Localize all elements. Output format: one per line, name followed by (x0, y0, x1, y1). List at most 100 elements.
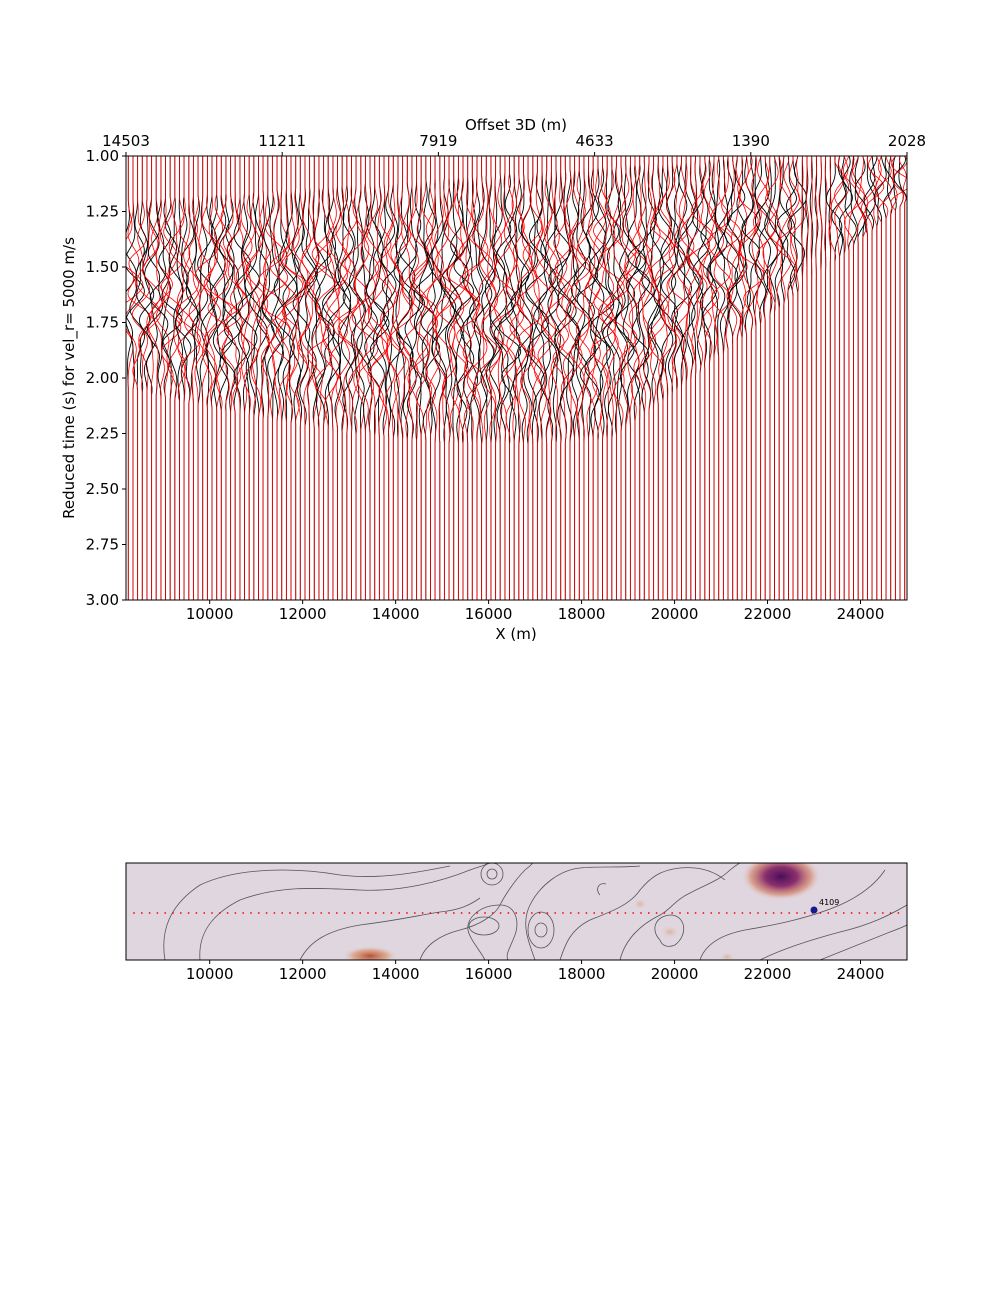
trace-red (389, 156, 414, 600)
trace-black (882, 156, 895, 600)
trace-red (297, 156, 311, 600)
trace-red (530, 156, 543, 600)
receiver-point (421, 912, 424, 914)
trace-red (471, 156, 496, 600)
trace-red (590, 156, 617, 600)
trace-red (779, 156, 792, 600)
receiver-point (312, 912, 315, 914)
trace-red (344, 156, 368, 600)
receiver-point (679, 912, 681, 914)
trace-red (762, 156, 779, 600)
receiver-point (554, 912, 557, 914)
offset-tick-label: 11211 (258, 132, 306, 150)
trace-red (337, 156, 363, 600)
trace-red (402, 156, 422, 600)
receiver-point (367, 912, 369, 914)
receiver-point (164, 912, 167, 914)
trace-red (707, 156, 724, 600)
receiver-point (515, 912, 518, 914)
trace-red (864, 156, 885, 600)
receiver-point (390, 912, 393, 914)
trace-red (668, 156, 690, 600)
offset-tick-label: 14503 (102, 132, 150, 150)
trace-red (516, 156, 534, 600)
receiver-point (835, 912, 837, 914)
receiver-point (538, 912, 541, 914)
receiver-point (741, 912, 744, 914)
trace-red (625, 156, 646, 600)
trace-red (598, 156, 625, 600)
trace-red (775, 156, 797, 600)
trace-red (765, 156, 781, 600)
map-x-tick-label: 24000 (837, 965, 885, 983)
receiver-point (133, 912, 135, 914)
receiver-point (382, 912, 385, 914)
receiver-point (351, 912, 354, 914)
trace-red (751, 156, 762, 600)
receiver-point (616, 912, 619, 914)
trace-red (546, 156, 566, 600)
trace-red (701, 156, 720, 600)
receiver-point (546, 912, 549, 914)
station-marker[interactable] (810, 906, 818, 914)
receiver-point (234, 912, 237, 914)
receiver-point (819, 912, 822, 914)
trace-red (374, 156, 392, 600)
receiver-point (156, 912, 159, 914)
trace-red (555, 156, 575, 600)
receiver-point (172, 912, 174, 914)
receiver-point (328, 912, 330, 914)
trace-red (282, 156, 311, 600)
trace-red (432, 156, 458, 600)
trace-red (196, 156, 212, 600)
trace-red (245, 156, 261, 600)
receiver-point (772, 912, 775, 914)
trace-red (677, 156, 695, 600)
receiver-point (250, 912, 252, 914)
y-axis-ticks: 1.00 1.25 1.50 1.75 2.00 2.25 2.50 2.75 3.00 (86, 147, 126, 609)
trace-black (431, 156, 447, 600)
trace-red (834, 156, 849, 600)
trace-red (156, 156, 171, 600)
trace-red (311, 156, 337, 600)
trace-red (790, 156, 806, 600)
trace-red (696, 156, 717, 600)
receiver-point (460, 912, 463, 914)
receiver-point (601, 912, 603, 914)
receiver-point (593, 912, 596, 914)
seismic-panel: 10000 12000 14000 16000 18000 20000 22000 24000… (60, 116, 926, 643)
receiver-point (686, 912, 689, 914)
trace-red (875, 156, 892, 600)
trace-red (175, 156, 201, 600)
map-x-tick-label: 16000 (465, 965, 513, 983)
offset-tick-label: 1390 (732, 132, 770, 150)
trace-red (136, 156, 161, 600)
trace-red (293, 156, 309, 600)
receiver-point (889, 912, 892, 914)
receiver-point (187, 912, 190, 914)
trace-black (570, 156, 586, 600)
trace-red (502, 156, 517, 600)
trace-red (711, 156, 733, 600)
trace-red (637, 156, 653, 600)
receiver-point (406, 912, 408, 914)
receiver-point (788, 912, 791, 914)
receiver-point (608, 912, 611, 914)
x-tick-label: 24000 (837, 605, 885, 623)
trace-red (542, 156, 561, 600)
trace-red (531, 156, 553, 600)
trace-red (126, 156, 144, 600)
trace-red (617, 156, 638, 600)
y-tick-label: 1.25 (86, 203, 119, 221)
trace-red (851, 156, 869, 600)
trace-red (487, 156, 502, 600)
trace-red (456, 156, 483, 600)
receiver-point (694, 912, 697, 914)
receiver-point (289, 912, 291, 914)
y-axis-label: Reduced time (s) for vel_r= 5000 m/s (60, 237, 79, 519)
trace-red (326, 156, 348, 600)
trace-red (715, 156, 742, 600)
x-tick-label: 12000 (279, 605, 327, 623)
trace-red (505, 156, 525, 600)
receiver-point (195, 912, 198, 914)
